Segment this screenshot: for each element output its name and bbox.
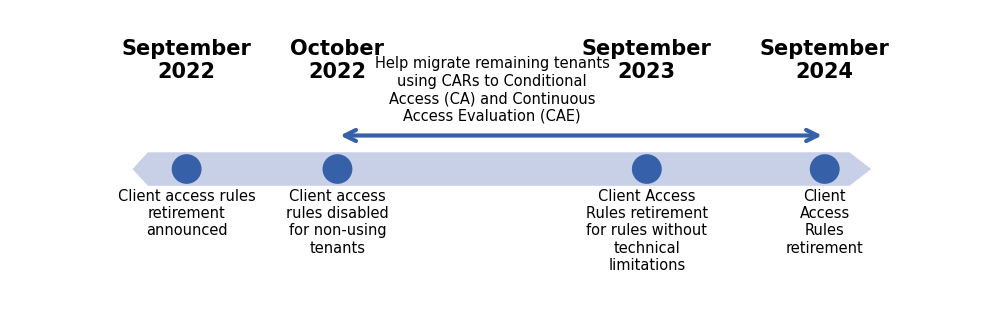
Polygon shape — [133, 152, 871, 186]
Text: September
2024: September 2024 — [759, 39, 889, 82]
Text: Client access rules
retirement
announced: Client access rules retirement announced — [118, 189, 255, 239]
Text: Client Access
Rules retirement
for rules without
technical
limitations: Client Access Rules retirement for rules… — [586, 189, 708, 273]
Ellipse shape — [809, 154, 839, 184]
Ellipse shape — [632, 154, 662, 184]
Text: September
2023: September 2023 — [582, 39, 712, 82]
Text: Client
Access
Rules
retirement: Client Access Rules retirement — [785, 189, 863, 256]
Ellipse shape — [322, 154, 352, 184]
Text: September
2022: September 2022 — [122, 39, 251, 82]
Text: October
2022: October 2022 — [290, 39, 384, 82]
Text: Help migrate remaining tenants
using CARs to Conditional
Access (CA) and Continu: Help migrate remaining tenants using CAR… — [374, 56, 610, 123]
Ellipse shape — [172, 154, 202, 184]
Text: Client access
rules disabled
for non-using
tenants: Client access rules disabled for non-usi… — [286, 189, 389, 256]
